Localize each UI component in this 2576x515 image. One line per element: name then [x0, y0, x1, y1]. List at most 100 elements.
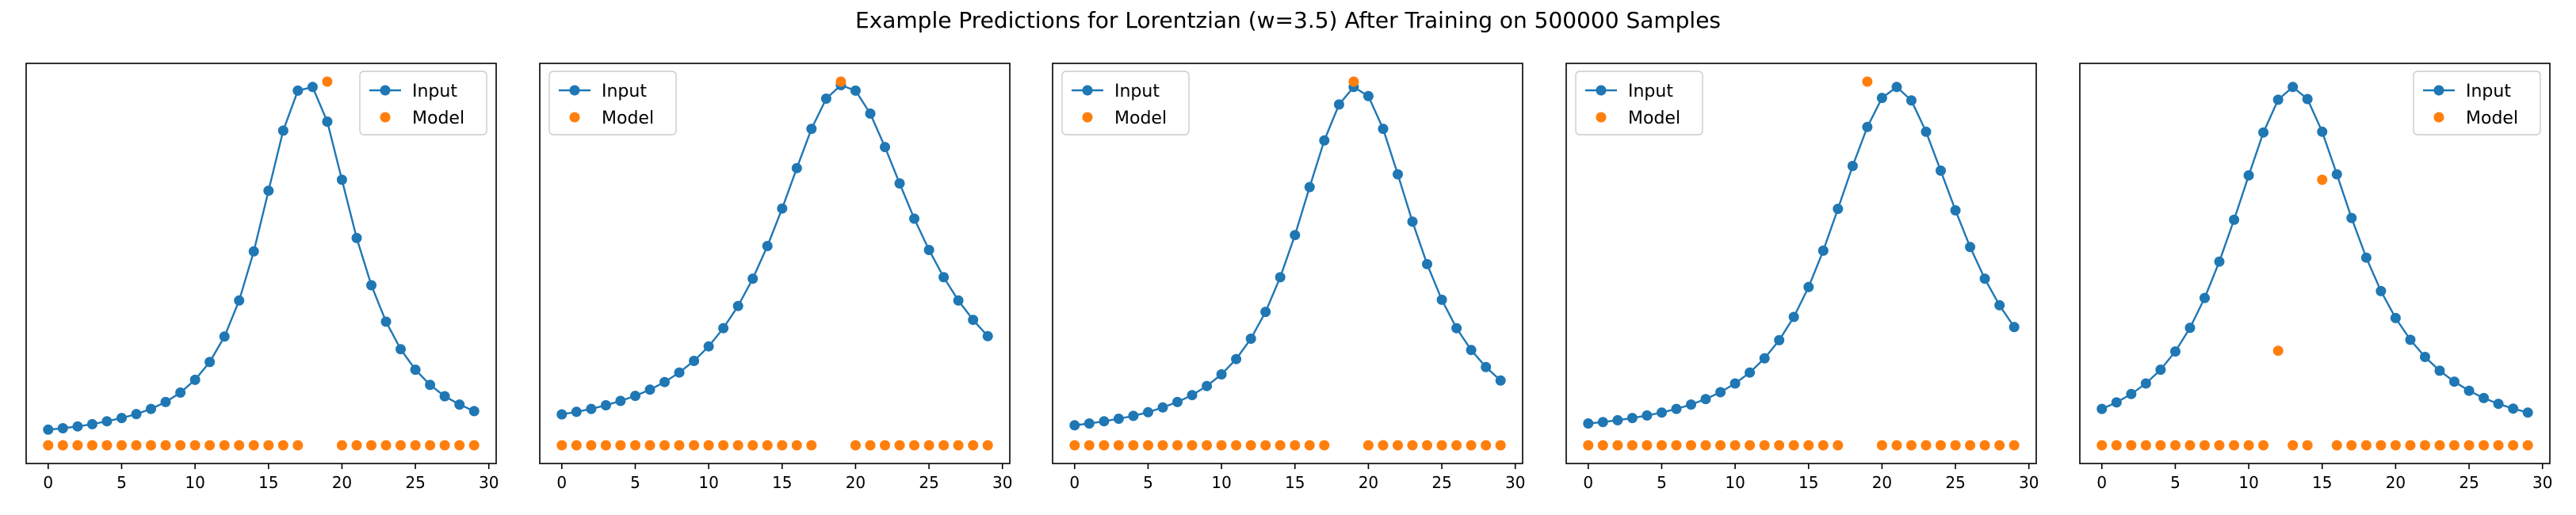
chart-panel-1: 0 5 10 15 20 25 30 Input Model [25, 63, 499, 492]
legend-entry-model: Model [569, 109, 654, 128]
model-point [659, 440, 670, 451]
model-point [2111, 440, 2122, 451]
input-point [953, 295, 964, 306]
input-point [1745, 367, 1756, 378]
model-point [2463, 440, 2475, 451]
input-point [1936, 165, 1946, 176]
model-point [146, 440, 156, 451]
x-tick-label: 0 [43, 473, 53, 492]
input-point [2126, 388, 2137, 399]
input-point [2317, 126, 2328, 137]
x-tick-label: 25 [2459, 473, 2479, 492]
model-point [674, 440, 685, 451]
legend: Input Model [1061, 71, 1190, 135]
legend-entry-input: Input [1072, 82, 1160, 101]
input-point [820, 93, 831, 104]
legend-entry-input: Input [2423, 82, 2511, 101]
input-point [1965, 242, 1976, 253]
input-point [2463, 385, 2475, 396]
x-tick-label: 15 [772, 473, 792, 492]
model-point [1876, 440, 1887, 451]
model-point [600, 440, 611, 451]
model-point [425, 440, 436, 451]
input-point [72, 421, 83, 432]
input-point [1906, 95, 1917, 106]
input-point [1626, 413, 1638, 424]
input-point [1231, 353, 1242, 364]
model-point [1304, 440, 1315, 451]
x-tick-label: 30 [1505, 473, 1525, 492]
model-point [248, 440, 259, 451]
series-model [556, 76, 993, 451]
input-point [57, 423, 68, 433]
legend-box [548, 71, 677, 135]
model-point [1290, 440, 1301, 451]
model-point [454, 440, 465, 451]
input-point [1451, 322, 1462, 334]
model-point [2360, 440, 2372, 451]
model-point [1921, 440, 1932, 451]
x-tick-label: 5 [117, 473, 127, 492]
input-point [1481, 361, 1492, 372]
input-point [1393, 169, 1403, 180]
model-point [1657, 440, 1667, 451]
model-point [57, 440, 68, 451]
model-point [439, 440, 450, 451]
model-point [2096, 440, 2108, 451]
model-point [277, 440, 289, 451]
x-tick-label: 0 [1069, 473, 1080, 492]
input-point [1407, 216, 1418, 227]
input-point [556, 409, 568, 420]
model-point [630, 440, 640, 451]
model-point [1686, 440, 1696, 451]
axes-frame [1052, 63, 1523, 464]
axes-frame [539, 63, 1011, 464]
model-point [1202, 440, 1213, 451]
input-point [2155, 364, 2166, 376]
model-point [43, 440, 54, 451]
input-point [732, 300, 743, 311]
input-point [938, 272, 950, 283]
legend-marker [2433, 112, 2444, 123]
model-point [86, 440, 97, 451]
x-tick-label: 0 [2096, 473, 2107, 492]
input-point [2346, 212, 2357, 223]
legend-marker [1082, 112, 1093, 123]
legend-marker [1082, 85, 1093, 96]
model-point [1715, 440, 1726, 451]
input-point [718, 322, 729, 334]
x-tick-label: 15 [1285, 473, 1305, 492]
model-point [2508, 440, 2519, 451]
input-point [1422, 258, 1432, 269]
input-point [1172, 396, 1183, 407]
model-point [2331, 440, 2342, 451]
x-tick-label: 30 [2532, 473, 2552, 492]
input-point [454, 399, 465, 410]
series-input [43, 82, 480, 435]
x-tick-label: 25 [1945, 473, 1965, 492]
model-point [366, 440, 376, 451]
input-point [1495, 375, 1506, 386]
input-point [189, 374, 201, 385]
model-point [953, 440, 964, 451]
input-point [1128, 410, 1139, 422]
model-point [1803, 440, 1814, 451]
model-point [1495, 440, 1506, 451]
input-point [1979, 273, 1990, 284]
model-point [2272, 345, 2284, 357]
model-point [865, 440, 876, 451]
legend-label: Input [1628, 82, 1673, 101]
model-point [1378, 440, 1389, 451]
input-point [117, 413, 127, 424]
model-point [2522, 440, 2533, 451]
model-point [835, 76, 847, 87]
model-point [101, 440, 113, 451]
series-input [556, 80, 993, 420]
legend-marker [1596, 85, 1607, 96]
legend-label: Input [2466, 82, 2511, 101]
model-point [982, 440, 993, 451]
input-point [248, 246, 259, 257]
model-point [1759, 440, 1770, 451]
model-point [909, 440, 919, 451]
input-point [1245, 334, 1256, 344]
